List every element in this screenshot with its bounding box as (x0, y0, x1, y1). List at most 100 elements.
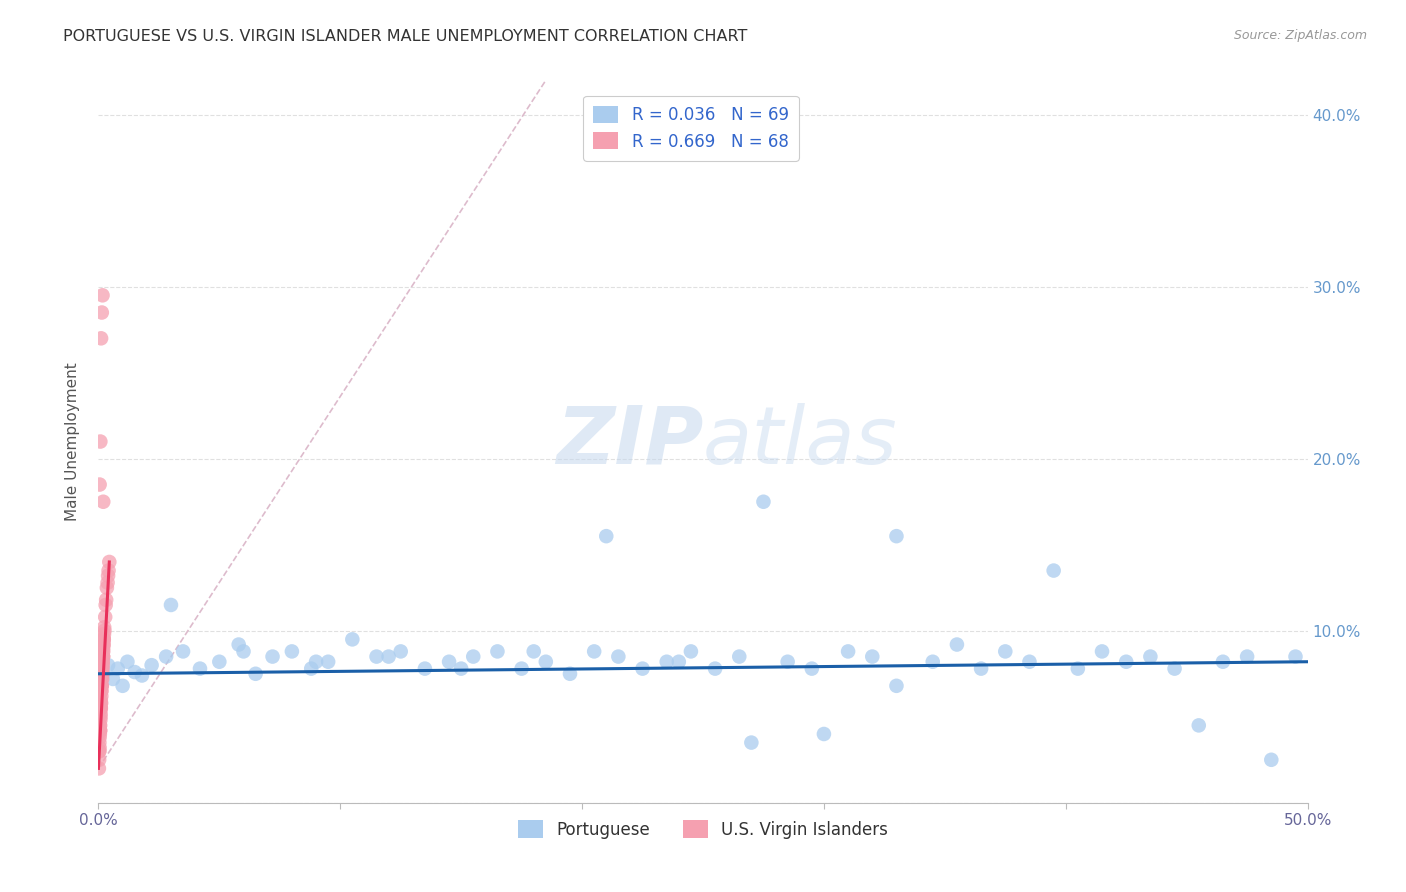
Point (94, 598, 117, 612)
Point (800, 662, 823, 676)
Point (188, 662, 211, 676)
Point (437, 655, 460, 669)
Point (813, 727, 835, 741)
Point (90, 701, 112, 715)
Point (91, 655, 114, 669)
Point (89, 735, 111, 749)
Point (486, 644, 509, 658)
Point (117, 655, 139, 669)
Point (89, 701, 111, 715)
Point (96, 592, 118, 607)
Point (91, 649, 114, 664)
Point (1260, 753, 1282, 767)
Point (1091, 644, 1114, 658)
Point (1163, 662, 1185, 676)
Point (89, 723, 111, 738)
Point (97, 575, 120, 590)
Point (91, 662, 114, 676)
Point (89, 744, 111, 758)
Point (1067, 662, 1090, 676)
Point (377, 649, 399, 664)
Point (728, 649, 751, 664)
Point (245, 666, 267, 681)
Point (89, 713, 111, 727)
Legend: Portuguese, U.S. Virgin Islanders: Portuguese, U.S. Virgin Islanders (508, 811, 898, 848)
Point (413, 662, 436, 676)
Point (93, 627, 115, 641)
Point (93, 632, 115, 647)
Y-axis label: Male Unemployment: Male Unemployment (65, 362, 80, 521)
Point (91, 649, 114, 664)
Point (90, 696, 112, 710)
Point (1018, 655, 1040, 669)
Point (97, 568, 120, 582)
Point (89, 753, 111, 767)
Point (91, 672, 114, 686)
Point (89, 723, 111, 738)
Point (1212, 655, 1234, 669)
Point (90, 679, 112, 693)
Point (111, 679, 134, 693)
Point (90, 696, 112, 710)
Point (90, 305, 112, 319)
Point (837, 644, 859, 658)
Point (89, 723, 111, 738)
Point (160, 598, 183, 612)
Point (89, 740, 111, 755)
Point (886, 529, 908, 543)
Point (281, 644, 304, 658)
Point (155, 649, 177, 664)
Point (262, 649, 284, 664)
Point (776, 655, 799, 669)
Point (91, 640, 114, 655)
Point (463, 649, 485, 664)
Point (90, 331, 112, 345)
Point (752, 494, 775, 508)
Point (91, 658, 114, 673)
Point (583, 644, 606, 658)
Point (89, 434, 111, 449)
Point (704, 662, 727, 676)
Point (91, 649, 114, 664)
Point (558, 666, 581, 681)
Point (668, 655, 690, 669)
Point (94, 610, 117, 624)
Text: atlas: atlas (703, 402, 898, 481)
Point (101, 672, 124, 686)
Point (91, 666, 114, 681)
Point (970, 662, 993, 676)
Point (1115, 655, 1137, 669)
Point (91, 494, 114, 508)
Point (89, 718, 111, 732)
Point (93, 638, 115, 652)
Point (1236, 649, 1258, 664)
Point (450, 662, 472, 676)
Point (994, 644, 1017, 658)
Point (534, 655, 557, 669)
Text: PORTUGUESE VS U.S. VIRGIN ISLANDER MALE UNEMPLOYMENT CORRELATION CHART: PORTUGUESE VS U.S. VIRGIN ISLANDER MALE … (63, 29, 748, 44)
Point (366, 649, 388, 664)
Point (1188, 718, 1211, 732)
Point (87, 761, 110, 775)
Point (90, 710, 112, 724)
Point (1284, 649, 1306, 664)
Point (299, 662, 322, 676)
Point (316, 655, 339, 669)
Point (886, 679, 908, 693)
Point (679, 644, 702, 658)
Point (89, 477, 111, 491)
Point (91, 644, 114, 658)
Point (90, 689, 112, 703)
Point (740, 735, 762, 749)
Point (124, 665, 146, 679)
Point (97, 658, 120, 673)
Point (90, 679, 112, 693)
Point (91, 288, 114, 302)
Point (89, 727, 111, 741)
Point (90, 706, 112, 721)
Point (91, 644, 114, 658)
Point (91, 672, 114, 686)
Point (607, 649, 630, 664)
Point (96, 581, 118, 595)
Point (232, 644, 254, 658)
